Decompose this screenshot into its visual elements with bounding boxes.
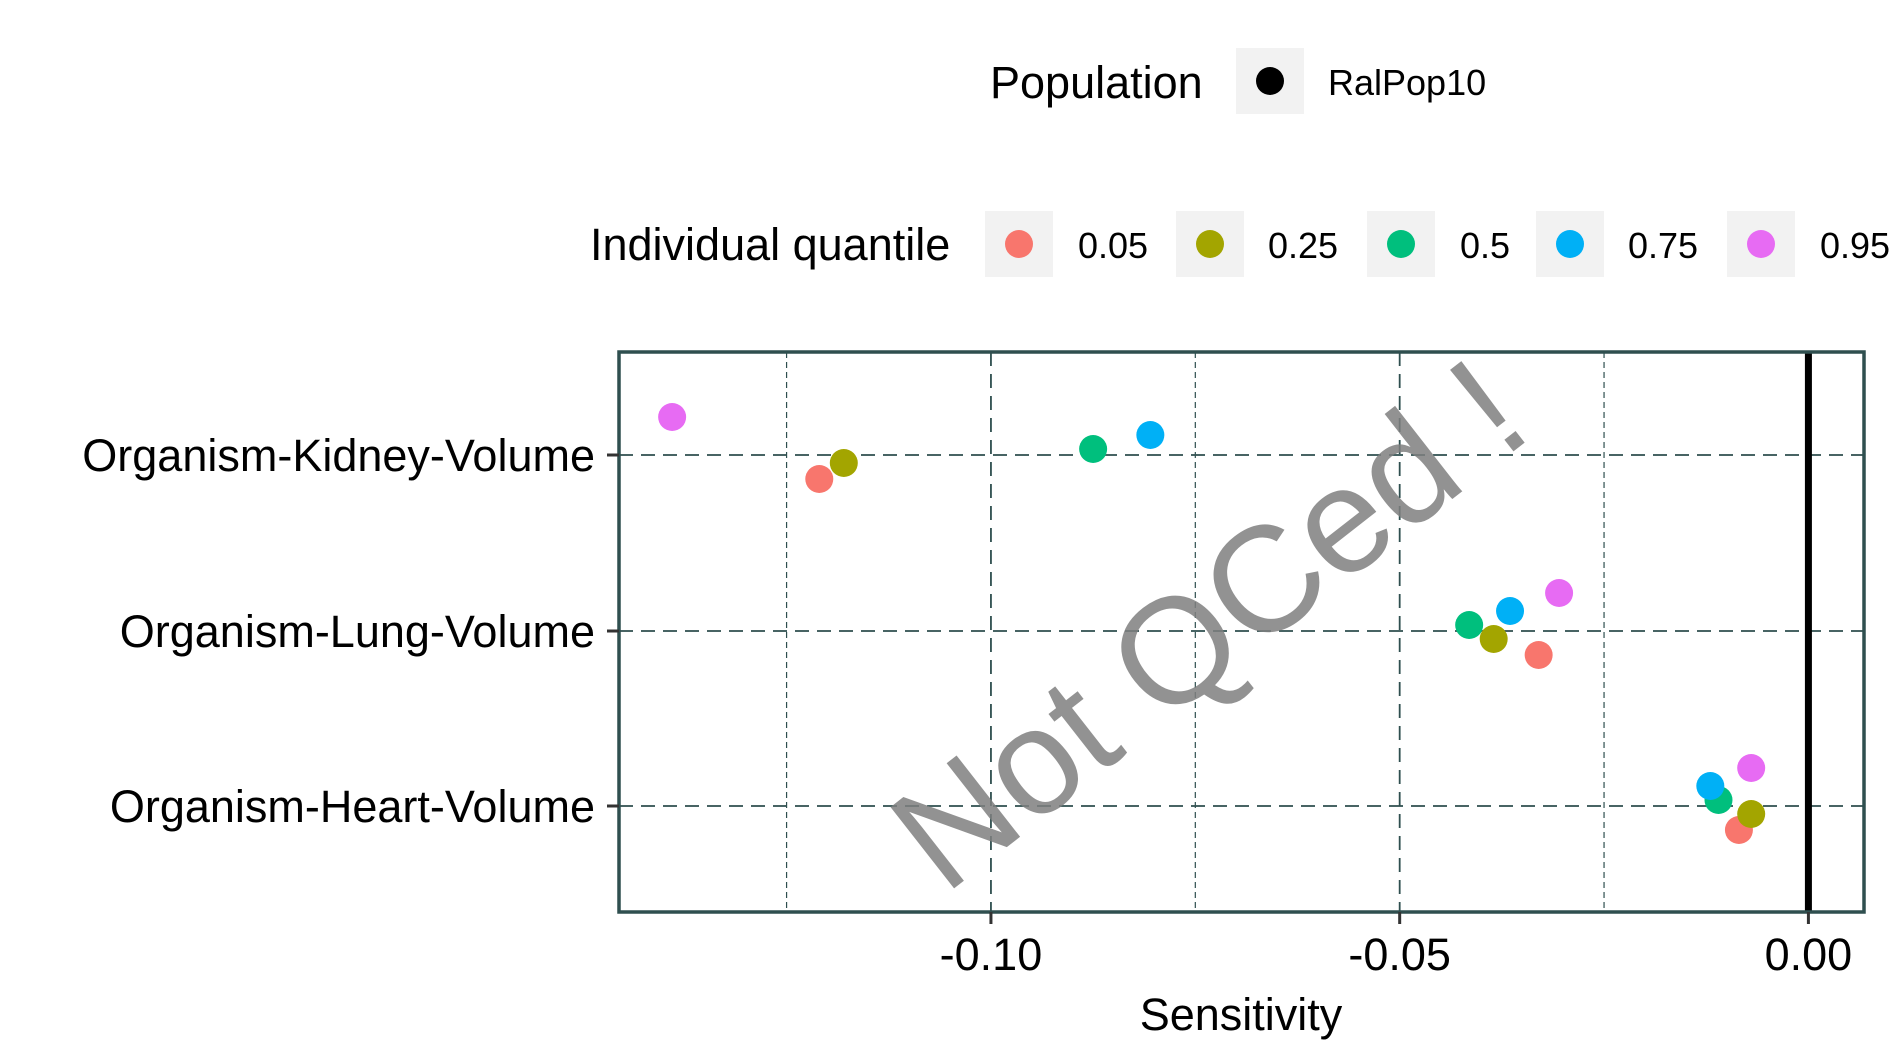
data-point — [1524, 641, 1553, 669]
data-point — [1136, 421, 1165, 449]
legend-quantile-label: 0.25 — [1268, 225, 1338, 266]
data-point — [1455, 611, 1484, 639]
data-point — [658, 403, 687, 431]
data-point — [1479, 625, 1508, 653]
legend-quantile-title: Individual quantile — [590, 219, 950, 270]
legend-population-label: RalPop10 — [1328, 62, 1486, 103]
data-points — [658, 403, 1766, 844]
data-point — [829, 449, 858, 477]
legend-quantile-marker — [1387, 230, 1415, 258]
data-point — [805, 465, 834, 493]
y-axis-tick-label: Organism-Kidney-Volume — [82, 430, 595, 481]
legend-quantile-marker — [1005, 230, 1033, 258]
legend-quantile-label: 0.75 — [1628, 225, 1698, 266]
data-point — [1696, 772, 1725, 800]
x-axis-tick-label: 0.00 — [1765, 929, 1853, 980]
watermark-text: Not QCed ! — [861, 327, 1556, 921]
data-point — [1737, 800, 1766, 828]
x-axis-tick-label: -0.05 — [1348, 929, 1451, 980]
y-axis-tick-label: Organism-Heart-Volume — [110, 781, 595, 832]
legend-population: Population RalPop10 — [990, 48, 1486, 114]
legend-quantile-label: 0.05 — [1078, 225, 1148, 266]
data-point — [1737, 754, 1766, 782]
legend-quantile: Individual quantile 0.05 0.25 0.5 0.75 0.95 — [590, 211, 1889, 277]
x-axis: -0.10 -0.05 0.00 — [940, 912, 1853, 980]
plot-panel — [617, 350, 1866, 914]
x-axis-tick-label: -0.10 — [940, 929, 1043, 980]
legend-population-title: Population — [990, 57, 1203, 108]
legend-quantile-marker — [1747, 230, 1775, 258]
legend-quantile-marker — [1196, 230, 1224, 258]
legend-population-marker — [1256, 67, 1284, 95]
legend-quantile-label: 0.5 — [1460, 225, 1510, 266]
legend-quantile-items: 0.05 0.25 0.5 0.75 0.95 — [985, 211, 1889, 277]
legend-quantile-marker — [1556, 230, 1584, 258]
y-axis-tick-label: Organism-Lung-Volume — [120, 606, 595, 657]
data-point — [1079, 435, 1108, 463]
data-point — [1545, 579, 1574, 607]
data-point — [1496, 597, 1525, 625]
legend-quantile-label: 0.95 — [1820, 225, 1889, 266]
x-axis-title: Sensitivity — [1140, 989, 1343, 1040]
y-axis: Organism-Heart-Volume Organism-Lung-Volum… — [82, 430, 619, 832]
